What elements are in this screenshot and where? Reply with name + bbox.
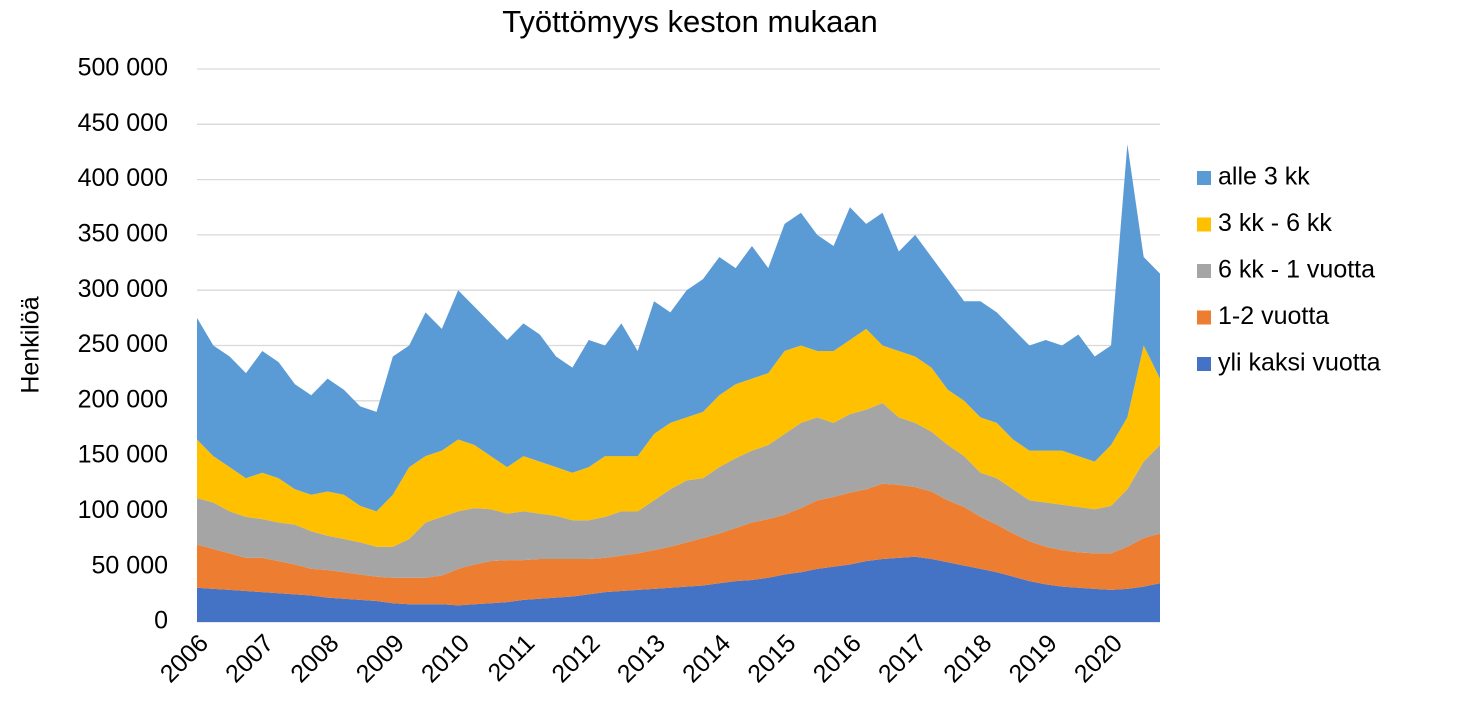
legend-swatch	[1197, 217, 1211, 232]
y-tick-label: 0	[154, 607, 168, 635]
x-tick-label: 2018	[938, 629, 997, 688]
legend-label: yli kaksi vuotta	[1218, 349, 1381, 377]
legend-swatch	[1197, 357, 1211, 371]
y-tick-label: 150 000	[78, 441, 168, 469]
legend-swatch	[1197, 310, 1211, 325]
legend-label: 3 kk - 6 kk	[1218, 209, 1332, 237]
x-tick-label: 2015	[742, 629, 801, 688]
y-tick-label: 50 000	[92, 551, 168, 579]
legend-label: alle 3 kk	[1218, 163, 1310, 191]
area	[197, 328, 1160, 547]
area	[197, 556, 1160, 622]
y-tick-label: 200 000	[78, 385, 168, 413]
x-tick-label: 2006	[155, 629, 214, 688]
x-tick-label: 2008	[285, 629, 344, 688]
x-tick-label: 2012	[547, 629, 606, 688]
area	[197, 144, 1160, 512]
x-tick-label: 2019	[1004, 629, 1063, 688]
x-tick-label: 2020	[1069, 629, 1128, 688]
x-tick-label: 2016	[808, 629, 867, 688]
chart-title: Työttömyys keston mukaan	[502, 4, 878, 39]
x-tick-label: 2009	[351, 629, 410, 688]
x-tick-label: 2017	[873, 629, 932, 688]
x-tick-label: 2013	[612, 629, 671, 688]
legend-swatch	[1197, 171, 1211, 185]
area	[197, 403, 1160, 578]
legend-swatch	[1197, 264, 1211, 278]
y-tick-label: 400 000	[78, 164, 168, 192]
y-tick-label: 300 000	[78, 275, 168, 303]
area	[197, 483, 1160, 606]
legend-label: 1-2 vuotta	[1218, 302, 1329, 330]
x-tick-label: 2007	[220, 629, 279, 688]
x-tick-label: 2014	[677, 629, 736, 688]
legend-label: 6 kk - 1 vuotta	[1218, 256, 1375, 284]
y-tick-label: 100 000	[78, 496, 168, 524]
y-tick-label: 250 000	[78, 330, 168, 358]
y-axis-label: Henkilöä	[17, 296, 45, 393]
x-tick-label: 2011	[483, 629, 541, 687]
x-tick-label: 2010	[416, 629, 475, 688]
y-tick-label: 350 000	[78, 220, 168, 248]
y-tick-label: 450 000	[78, 109, 168, 137]
y-tick-label: 500 000	[78, 54, 168, 82]
